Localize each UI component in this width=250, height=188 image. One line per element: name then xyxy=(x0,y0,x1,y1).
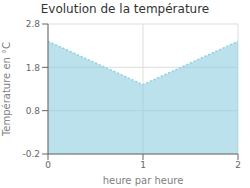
svg-text:1.8: 1.8 xyxy=(26,63,41,73)
svg-text:2: 2 xyxy=(235,160,241,170)
svg-text:-0.2: -0.2 xyxy=(22,149,40,159)
svg-text:0.8: 0.8 xyxy=(26,106,41,116)
html-text:Evolution de la température: Evolution de la température xyxy=(40,2,210,16)
svg-text:2.8: 2.8 xyxy=(26,19,41,29)
svg-text:heure par heure: heure par heure xyxy=(103,175,184,186)
svg-text:0: 0 xyxy=(45,160,51,170)
svg-text:Température en °C: Température en °C xyxy=(8,42,12,137)
svg-text:1: 1 xyxy=(140,160,146,170)
